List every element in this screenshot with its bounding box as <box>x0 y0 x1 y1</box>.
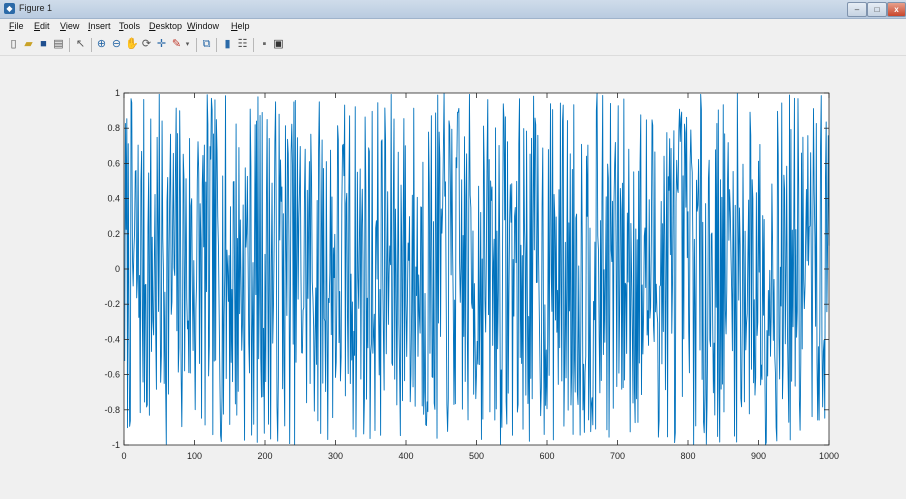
y-tick-label: -0.4 <box>104 334 120 344</box>
data-cursor-icon[interactable]: ✛ <box>156 38 167 50</box>
x-tick-label: 600 <box>539 451 554 461</box>
y-tick-label: 0 <box>115 264 120 274</box>
close-button[interactable]: x <box>887 2 906 17</box>
series-layer <box>124 92 830 446</box>
hide-plot-tools-icon[interactable]: ▪ <box>262 38 267 50</box>
pointer-icon[interactable]: ↖ <box>75 38 86 50</box>
line-chart[interactable]: 0 100 200 300 400 500 600 700 800 900 1000 -1 -0.8 -0… <box>0 56 906 494</box>
menu-desktop[interactable]: Desktop <box>149 21 183 31</box>
x-tick-label: 500 <box>469 451 484 461</box>
menu-file[interactable]: File <box>9 21 24 31</box>
title-bar: ◆ Figure 1 – □ x <box>0 0 906 19</box>
brush-icon[interactable]: ✎ <box>171 38 182 50</box>
x-tick-label: 0 <box>121 451 126 461</box>
y-tick-label: 1 <box>115 88 120 98</box>
matlab-figure-icon: ◆ <box>4 3 15 14</box>
x-tick-label: 800 <box>680 451 695 461</box>
minimize-button[interactable]: – <box>847 2 867 17</box>
x-tick-label: 400 <box>398 451 413 461</box>
maximize-icon: □ <box>874 5 880 14</box>
y-tick-label: -1 <box>112 440 120 450</box>
toolbar-separator <box>216 38 217 52</box>
pan-icon[interactable]: ✋ <box>125 38 139 50</box>
close-icon: x <box>894 5 899 14</box>
menu-insert[interactable]: Insert <box>88 21 111 31</box>
y-tick-label: -0.2 <box>104 299 120 309</box>
y-tick-label: 0.4 <box>107 194 120 204</box>
menu-edit[interactable]: Edit <box>34 21 50 31</box>
save-icon[interactable]: ■ <box>40 38 47 50</box>
toolbar-separator <box>196 38 197 52</box>
insert-colorbar-icon[interactable]: ▮ <box>224 38 231 50</box>
window-title: Figure 1 <box>19 3 53 13</box>
x-tick-label: 200 <box>257 451 272 461</box>
x-tick-label: 700 <box>610 451 625 461</box>
maximize-button[interactable]: □ <box>867 2 887 17</box>
figure-toolbar: ▯ ▰ ■ ▤ ↖ ⊕ ⊖ ✋ ⟳ ✛ ✎ ▾ ⧉ ▮ ☷ ▪ ▣ <box>0 35 906 56</box>
menu-bar: File Edit View Insert Tools Desktop Wind… <box>0 19 906 34</box>
toolbar-separator <box>69 38 70 52</box>
link-plot-icon[interactable]: ⧉ <box>202 38 211 50</box>
y-tick-label: 0.8 <box>107 123 120 133</box>
toolbar-separator <box>253 38 254 52</box>
insert-legend-icon[interactable]: ☷ <box>237 38 248 50</box>
print-icon[interactable]: ▤ <box>53 38 64 50</box>
x-tick-label: 100 <box>187 451 202 461</box>
menu-window[interactable]: Window <box>187 21 220 31</box>
show-plot-tools-icon[interactable]: ▣ <box>273 38 284 50</box>
x-tick-label: 300 <box>328 451 343 461</box>
toolbar-separator <box>91 38 92 52</box>
menu-tools[interactable]: Tools <box>119 21 141 31</box>
menu-view[interactable]: View <box>60 21 80 31</box>
zoom-in-icon[interactable]: ⊕ <box>96 38 107 50</box>
new-figure-icon[interactable]: ▯ <box>10 38 17 50</box>
ticks-layer: 0 100 200 300 400 500 600 700 800 900 1000 -1 -0.8 -0… <box>104 88 839 461</box>
menu-help[interactable]: Help <box>231 21 250 31</box>
x-tick-label: 1000 <box>819 451 839 461</box>
y-tick-label: -0.6 <box>104 370 120 380</box>
y-tick-label: 0.6 <box>107 158 120 168</box>
brush-dropdown-icon[interactable]: ▾ <box>185 41 190 48</box>
minimize-icon: – <box>854 5 860 14</box>
open-file-icon[interactable]: ▰ <box>24 38 33 50</box>
figure-canvas: 0 100 200 300 400 500 600 700 800 900 1000 -1 -0.8 -0… <box>0 56 906 494</box>
zoom-out-icon[interactable]: ⊖ <box>111 38 122 50</box>
series-line[interactable] <box>124 92 830 446</box>
y-tick-label: -0.8 <box>104 405 120 415</box>
x-tick-label: 900 <box>751 451 766 461</box>
y-tick-label: 0.2 <box>107 229 120 239</box>
rotate-3d-icon[interactable]: ⟳ <box>141 38 152 50</box>
